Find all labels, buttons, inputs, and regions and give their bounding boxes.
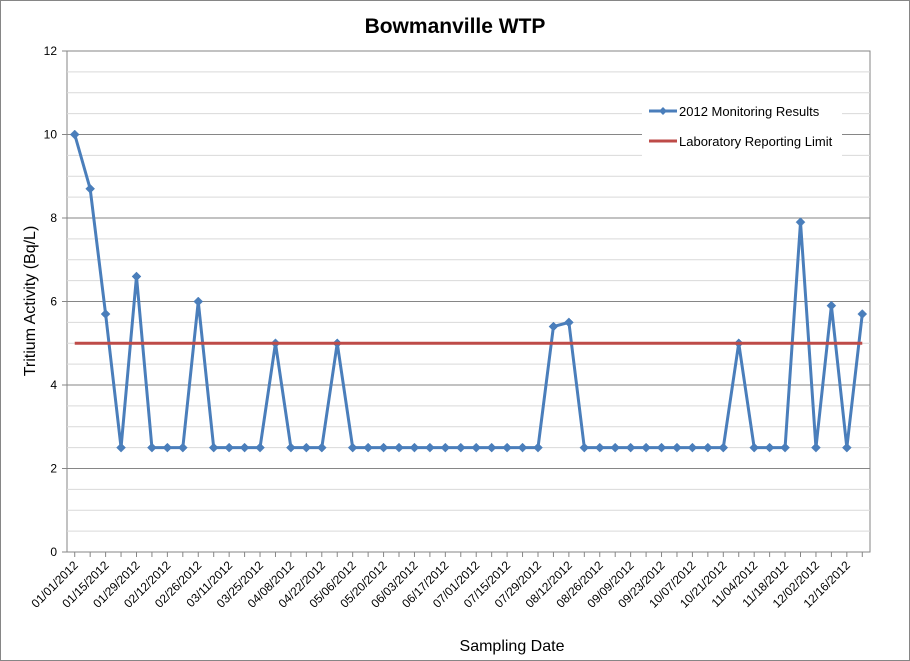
data-point xyxy=(347,442,358,453)
y-tick-label: 10 xyxy=(44,128,58,142)
data-point xyxy=(780,442,790,453)
data-point xyxy=(826,300,837,311)
data-point xyxy=(100,309,111,319)
x-axis-title: Sampling Date xyxy=(460,638,565,655)
data-point xyxy=(471,442,482,453)
data-point xyxy=(286,442,296,453)
data-point xyxy=(440,442,451,453)
series-layer xyxy=(69,129,868,453)
data-point xyxy=(394,442,404,453)
data-point xyxy=(455,442,466,453)
y-tick-label: 6 xyxy=(50,295,57,309)
data-point xyxy=(378,442,389,453)
data-point xyxy=(795,217,806,228)
data-point xyxy=(69,129,80,140)
legend-label: Laboratory Reporting Limit xyxy=(679,134,833,149)
y-tick-label: 0 xyxy=(50,545,57,559)
legend: 2012 Monitoring Results Laboratory Report… xyxy=(642,96,842,158)
y-tick-label: 12 xyxy=(44,44,58,58)
series-monitoring-results xyxy=(69,129,868,453)
data-point xyxy=(764,442,775,453)
data-point xyxy=(687,442,698,453)
y-axis-ticks: 0 2 4 6 8 10 12 xyxy=(44,44,67,559)
data-point xyxy=(625,442,636,453)
x-axis-ticks: 01/01/201201/15/201201/29/201202/12/2012… xyxy=(28,552,863,611)
legend-box xyxy=(642,96,842,158)
data-point xyxy=(610,442,621,453)
data-point xyxy=(193,296,204,307)
legend-marker xyxy=(659,107,667,115)
data-point xyxy=(841,442,852,453)
data-point xyxy=(749,442,760,453)
data-point xyxy=(703,442,713,453)
data-point xyxy=(517,442,528,453)
y-tick-label: 4 xyxy=(50,378,57,392)
data-point xyxy=(857,309,868,319)
data-point xyxy=(594,442,605,453)
y-tick-label: 2 xyxy=(50,462,57,476)
data-point xyxy=(533,442,543,453)
series-line xyxy=(73,134,864,450)
data-point xyxy=(718,442,729,453)
data-point xyxy=(147,442,157,453)
data-point xyxy=(208,442,219,453)
data-point xyxy=(672,442,682,453)
data-point xyxy=(162,442,173,453)
data-point xyxy=(255,442,265,453)
data-point xyxy=(811,442,821,453)
data-point xyxy=(239,442,250,453)
data-point xyxy=(486,442,497,453)
data-point xyxy=(579,442,590,453)
data-point xyxy=(656,442,667,453)
data-point xyxy=(177,442,188,453)
legend-label: 2012 Monitoring Results xyxy=(679,104,820,119)
data-point xyxy=(85,183,96,194)
data-point xyxy=(641,442,651,453)
data-point xyxy=(564,317,574,328)
data-point xyxy=(116,442,126,453)
legend-entry: 2012 Monitoring Results xyxy=(649,104,820,119)
y-axis-title: Tritium Activity (Bq/L) xyxy=(22,226,39,377)
data-point xyxy=(409,442,420,453)
data-point xyxy=(425,442,435,453)
data-point xyxy=(548,321,559,332)
y-tick-label: 8 xyxy=(50,211,57,225)
chart-title: Bowmanville WTP xyxy=(365,15,546,38)
data-point xyxy=(363,442,373,453)
data-point xyxy=(502,442,512,453)
legend-entry: Laboratory Reporting Limit xyxy=(649,134,833,149)
data-point xyxy=(316,442,327,453)
data-point xyxy=(131,271,142,282)
data-point xyxy=(301,442,312,453)
data-point xyxy=(224,442,234,453)
